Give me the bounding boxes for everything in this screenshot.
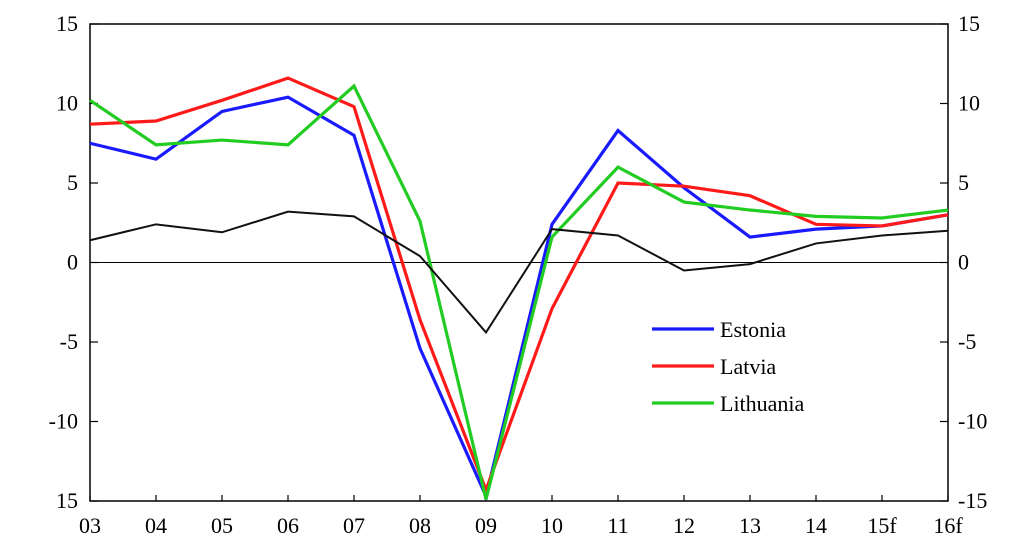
- x-tick-label: 10: [541, 513, 563, 538]
- y-tick-label-right: -15: [958, 488, 987, 513]
- y-tick-label-right: 15: [958, 11, 980, 36]
- x-tick-label: 15f: [867, 513, 897, 538]
- x-tick-label: 14: [805, 513, 827, 538]
- x-tick-label: 08: [409, 513, 431, 538]
- y-tick-label-right: -10: [958, 409, 987, 434]
- series-line-lithuania: [89, 83, 949, 500]
- x-tick-label: 07: [343, 513, 365, 538]
- y-tick-label-left: -10: [49, 409, 78, 434]
- x-tick-label: 03: [79, 513, 101, 538]
- y-tick-label-left: 0: [67, 250, 78, 275]
- series-line-estonia: [89, 95, 949, 502]
- x-tick-label: 04: [145, 513, 167, 538]
- y-tick-label-right: 10: [958, 91, 980, 116]
- y-tick-label-left: 15: [56, 488, 78, 513]
- x-tick-label: 06: [277, 513, 299, 538]
- x-tick-label: 11: [607, 513, 628, 538]
- series-line-latvia: [89, 76, 949, 495]
- y-tick-label-left: 5: [67, 170, 78, 195]
- x-tick-label: 09: [475, 513, 497, 538]
- series-line-unlabeled: [89, 210, 949, 335]
- y-tick-label-left: -5: [60, 329, 78, 354]
- x-tick-label: 05: [211, 513, 233, 538]
- y-tick-label-left: 15: [56, 11, 78, 36]
- legend-label-lithuania: Lithuania: [720, 391, 805, 416]
- legend-label-latvia: Latvia: [720, 354, 776, 379]
- x-tick-label: 12: [673, 513, 695, 538]
- y-tick-label-right: 0: [958, 250, 969, 275]
- y-tick-label-right: 5: [958, 170, 969, 195]
- legend-label-estonia: Estonia: [720, 317, 786, 342]
- x-tick-label: 13: [739, 513, 761, 538]
- y-tick-label-left: 10: [56, 91, 78, 116]
- y-tick-label-right: -5: [958, 329, 976, 354]
- x-tick-label: 16f: [933, 513, 963, 538]
